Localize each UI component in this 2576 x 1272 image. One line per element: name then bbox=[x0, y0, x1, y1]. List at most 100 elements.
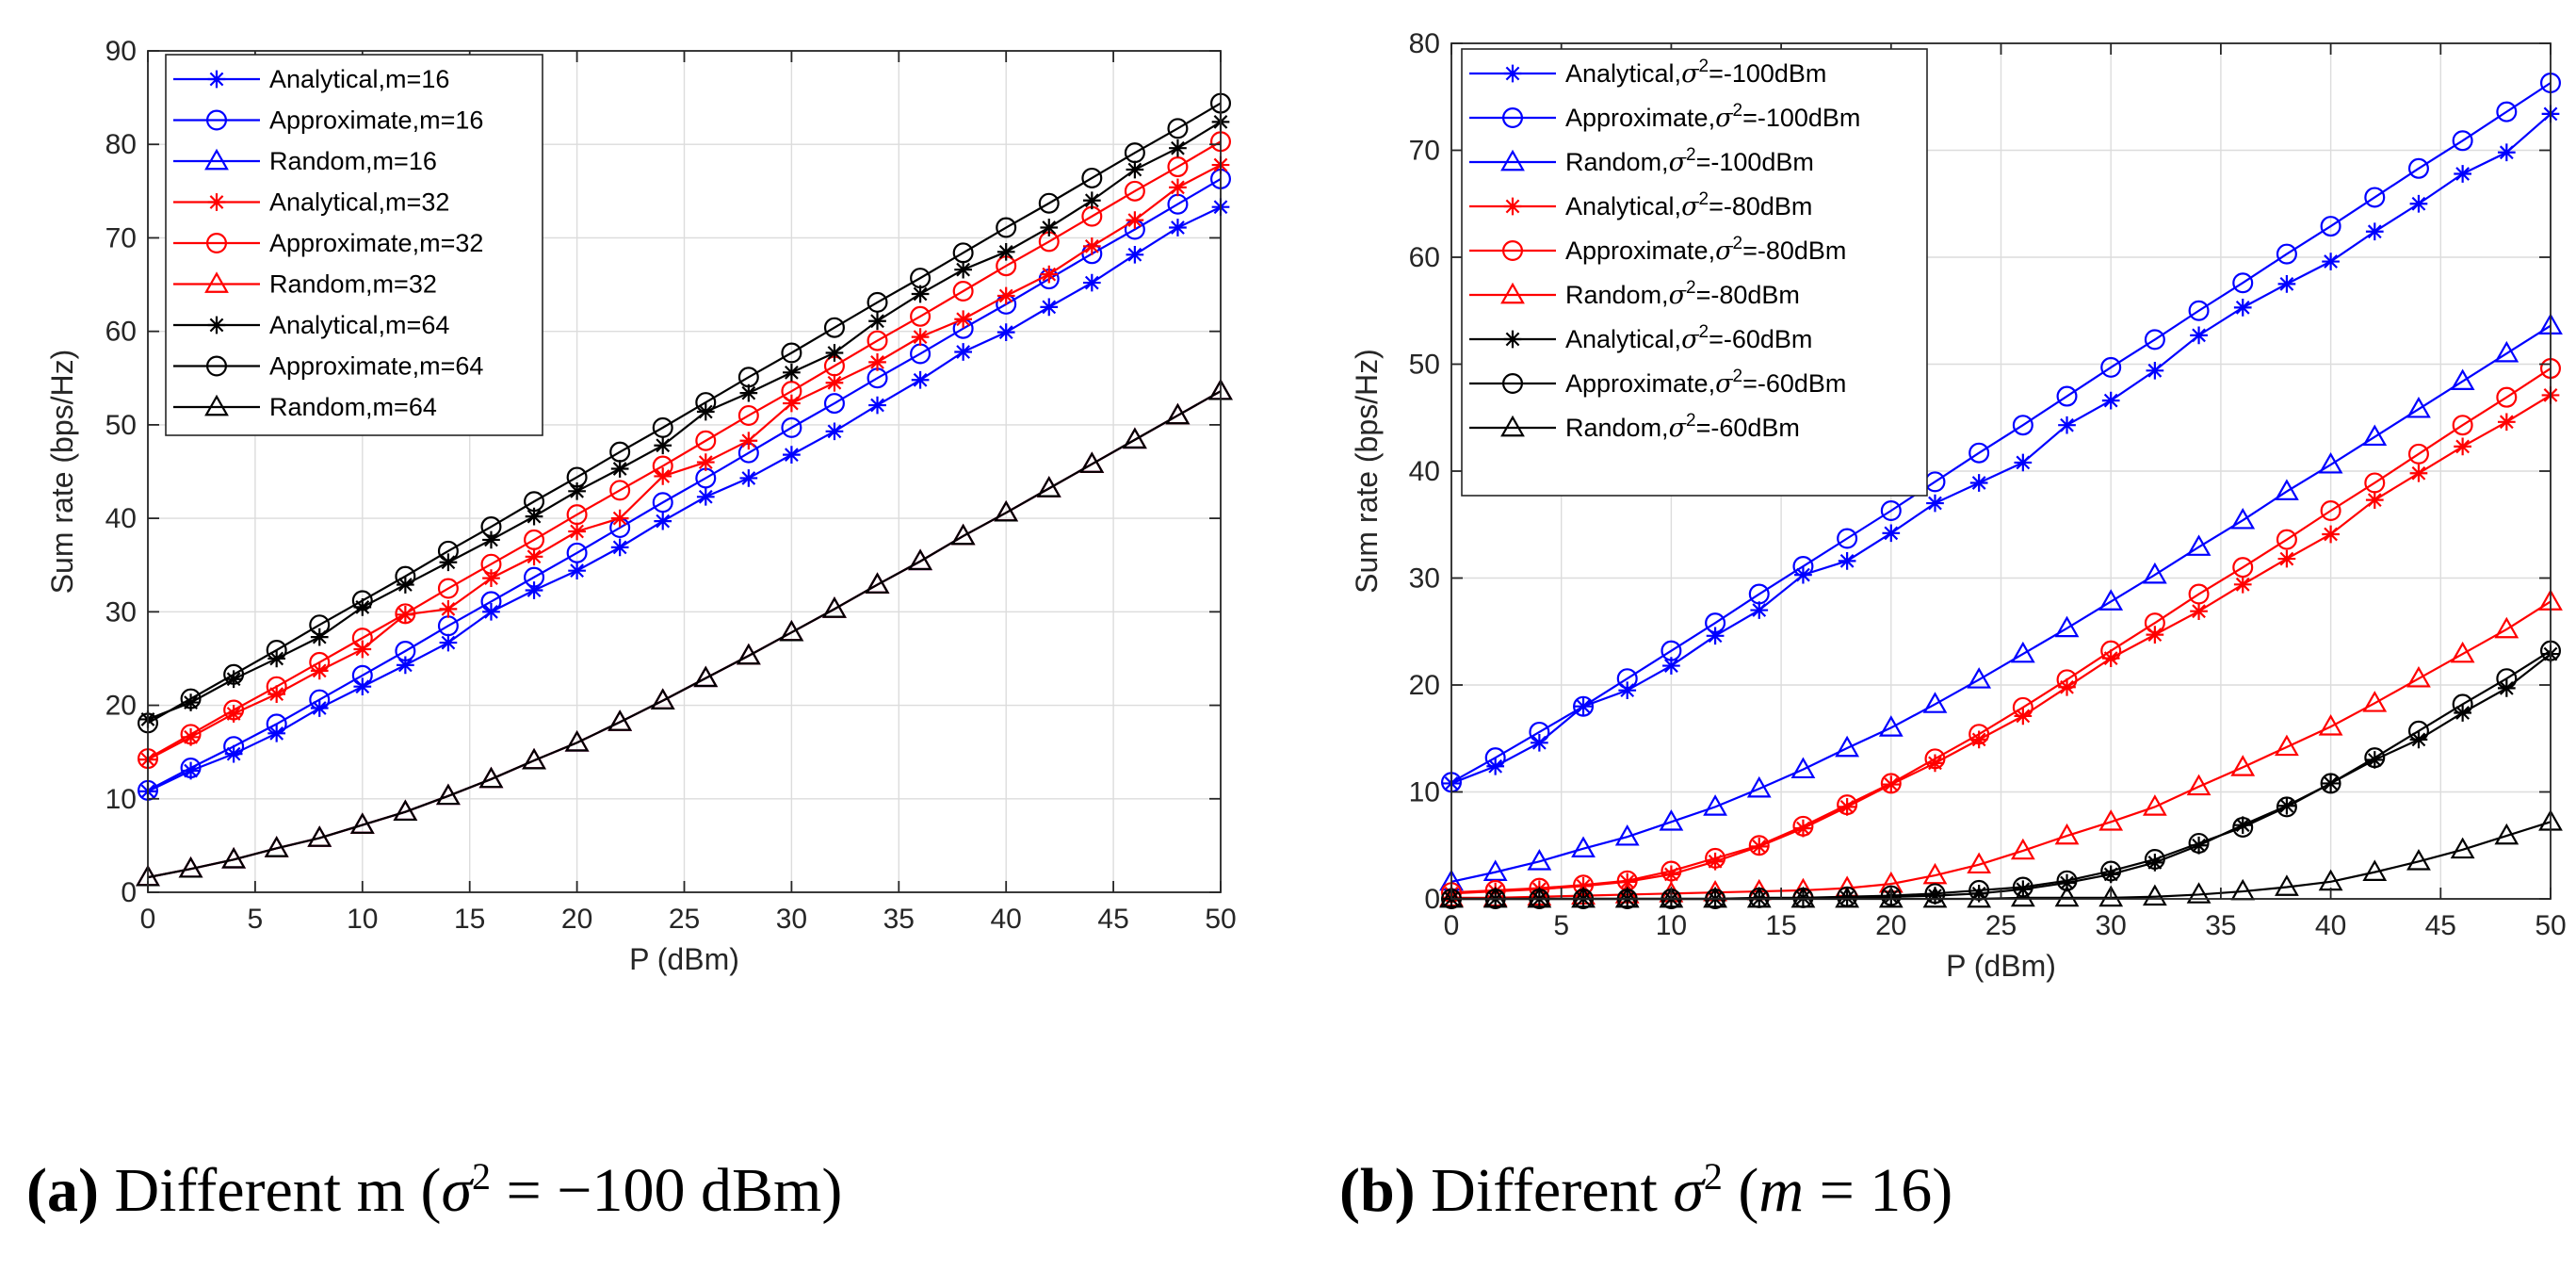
data-point bbox=[2320, 499, 2341, 521]
legend-box bbox=[165, 54, 543, 436]
data-point bbox=[739, 432, 758, 450]
x-tick-label: 10 bbox=[347, 904, 378, 935]
data-point bbox=[1079, 451, 1105, 473]
data-point bbox=[911, 285, 930, 303]
data-point bbox=[180, 724, 202, 745]
data-point bbox=[609, 480, 631, 501]
data-point bbox=[823, 317, 845, 338]
y-tick-label: 60 bbox=[105, 317, 137, 348]
data-point bbox=[1792, 556, 1814, 578]
data-point bbox=[2409, 194, 2428, 213]
data-point bbox=[781, 342, 802, 364]
legend-item: Approximate,σ2=-80dBm bbox=[1469, 234, 1846, 266]
axes: 0 5 10 15 20 25 30 35 40 45 50 0 10 20 30 40 50 60 70 80 90 bbox=[105, 36, 1237, 935]
data-point bbox=[2322, 253, 2340, 270]
data-point bbox=[266, 676, 287, 697]
legend-marker bbox=[204, 271, 229, 293]
data-point bbox=[1967, 886, 1992, 908]
data-point bbox=[2496, 668, 2518, 690]
data-point bbox=[1969, 474, 1988, 492]
data-point bbox=[2452, 130, 2473, 152]
x-tick-label: 40 bbox=[991, 904, 1022, 935]
data-point bbox=[267, 685, 286, 703]
data-point bbox=[1482, 859, 1508, 881]
series-line bbox=[1450, 324, 2552, 883]
data-point bbox=[2364, 472, 2386, 494]
y-tick-label: 0 bbox=[1424, 884, 1440, 915]
data-point bbox=[180, 758, 202, 779]
data-point bbox=[2101, 865, 2120, 884]
caption-b-var: m bbox=[1758, 1156, 1805, 1225]
data-point bbox=[182, 761, 200, 780]
x-tick-label: 45 bbox=[1097, 904, 1128, 935]
y-tick-label: 80 bbox=[1409, 28, 1440, 59]
chart-a: 0 5 10 15 20 25 30 35 40 45 50 0 10 20 30 40 50 60 70 80 90 P… bbox=[45, 36, 1237, 976]
data-point bbox=[1484, 747, 1506, 769]
legend-label: Analytical,m=32 bbox=[269, 188, 449, 217]
data-point bbox=[2409, 464, 2428, 482]
data-point bbox=[783, 446, 801, 464]
data-point bbox=[1705, 612, 1726, 634]
data-point bbox=[2362, 424, 2388, 447]
data-point bbox=[1527, 886, 1552, 908]
data-point bbox=[568, 481, 586, 500]
data-point bbox=[823, 393, 845, 415]
legend-marker bbox=[207, 70, 226, 89]
y-tick-label: 40 bbox=[105, 503, 137, 534]
data-point bbox=[351, 590, 373, 612]
data-point bbox=[525, 547, 543, 566]
data-point bbox=[1922, 692, 1948, 713]
x-tick-label: 50 bbox=[2535, 910, 2566, 941]
data-point bbox=[524, 529, 545, 550]
data-point bbox=[2056, 669, 2078, 691]
x-tick-label: 35 bbox=[2205, 910, 2236, 941]
data-point bbox=[2230, 507, 2256, 530]
data-point bbox=[525, 581, 543, 599]
data-point bbox=[2406, 665, 2431, 688]
data-point bbox=[397, 656, 414, 675]
data-point bbox=[482, 569, 500, 587]
data-point bbox=[2142, 884, 2167, 906]
data-point bbox=[2276, 243, 2297, 265]
series-line bbox=[147, 177, 1222, 791]
data-point bbox=[2010, 885, 2035, 907]
y-axis-label: Sum rate (bps/Hz) bbox=[1350, 349, 1384, 594]
data-point bbox=[224, 670, 243, 689]
data-point bbox=[1036, 476, 1061, 497]
data-point bbox=[652, 492, 673, 514]
data-point bbox=[2452, 415, 2473, 436]
data-point bbox=[2056, 385, 2078, 407]
caption-b: (b) Different σ2 (m = 16) bbox=[1339, 1154, 1952, 1227]
data-point bbox=[1082, 191, 1101, 210]
data-point bbox=[1922, 886, 1948, 908]
y-tick-label: 20 bbox=[105, 691, 137, 722]
legend-label: Random,m=32 bbox=[269, 270, 437, 299]
y-tick-label: 50 bbox=[105, 410, 137, 441]
data-point bbox=[1878, 886, 1904, 908]
data-point bbox=[1165, 402, 1191, 425]
data-point bbox=[996, 286, 1015, 305]
caption-b-sup: 2 bbox=[1703, 1155, 1723, 1198]
legend: Analytical,m=16 Approximate,m=16 Random,m=… bbox=[165, 54, 543, 436]
legend-label: Analytical,σ2=-100dBm bbox=[1565, 57, 1826, 89]
caption-b-post1: ( bbox=[1722, 1156, 1759, 1225]
data-point bbox=[1792, 815, 1814, 837]
legend-label: Approximate,σ2=-100dBm bbox=[1565, 101, 1860, 133]
data-point bbox=[1126, 211, 1144, 229]
y-axis-label: Sum rate (bps/Hz) bbox=[45, 350, 79, 595]
data-point bbox=[266, 713, 287, 735]
data-point bbox=[739, 469, 758, 487]
data-point bbox=[2494, 340, 2519, 363]
legend-box bbox=[1461, 48, 1928, 497]
data-point bbox=[2497, 143, 2516, 162]
data-point bbox=[2056, 870, 2078, 891]
data-point bbox=[395, 641, 416, 662]
data-point bbox=[2146, 854, 2164, 872]
legend-item: Random,m=32 bbox=[173, 270, 437, 299]
data-point bbox=[223, 663, 245, 685]
legend-marker bbox=[206, 355, 228, 377]
data-point bbox=[2407, 720, 2429, 742]
data-point bbox=[2454, 165, 2471, 183]
data-point bbox=[2318, 451, 2343, 474]
data-point bbox=[911, 370, 930, 389]
